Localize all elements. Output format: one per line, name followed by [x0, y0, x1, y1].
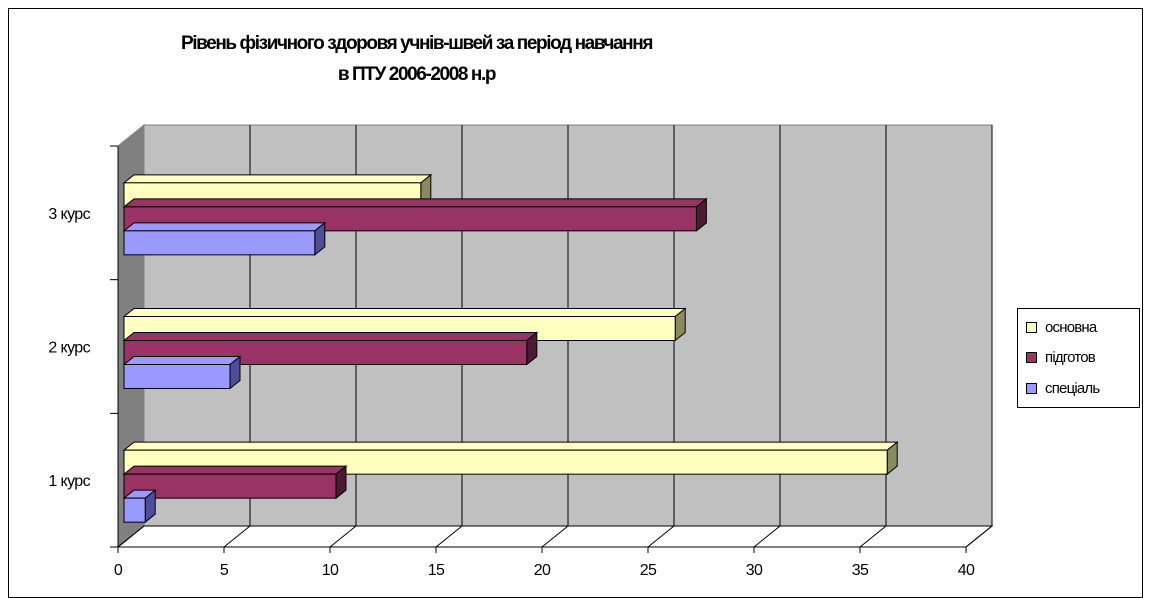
- x-tick-label: 40: [958, 562, 975, 579]
- x-tick-label: 30: [746, 562, 763, 579]
- floor-gridline: [647, 525, 675, 548]
- floor-gridline: [859, 525, 887, 548]
- x-tick-label: 20: [534, 562, 551, 579]
- legend-label-series-1: основна: [1045, 318, 1097, 336]
- floor-gridline: [541, 525, 569, 548]
- floor-gridline: [435, 525, 463, 548]
- legend-swatch-series-1: [1026, 321, 1037, 333]
- bar: [123, 473, 337, 499]
- bar-top: [122, 332, 539, 341]
- bar-top: [122, 356, 242, 365]
- x-tick-label: 35: [852, 562, 869, 579]
- legend-item-series-1: основна: [1026, 318, 1097, 336]
- y-tick-label: 1 курс: [48, 473, 90, 490]
- y-tick-label: 2 курс: [48, 340, 90, 357]
- y-tick-label: 3 курс: [48, 206, 90, 223]
- legend-swatch-series-2: [1026, 351, 1037, 363]
- bar-top: [122, 174, 433, 184]
- bar-top: [122, 222, 327, 232]
- chart-title: Рівень фізичного здоровя учнів-швей за п…: [180, 33, 653, 54]
- legend: основна підготов спеціаль: [1017, 308, 1140, 408]
- bar-top: [122, 198, 708, 208]
- x-tick-label: 10: [322, 562, 339, 579]
- floor-gridline: [329, 525, 357, 548]
- bar: [123, 364, 231, 389]
- x-tick-label: 25: [640, 562, 657, 579]
- bar: [123, 230, 316, 256]
- legend-label-series-3: спеціаль: [1045, 379, 1100, 397]
- legend-swatch-series-3: [1026, 382, 1037, 394]
- x-tick-label: 0: [114, 562, 123, 579]
- chart-subtitle: в ПТУ 2006-2008 н.р: [337, 64, 497, 85]
- floor-gridline: [753, 525, 781, 548]
- floor-gridline: [965, 525, 993, 548]
- legend-item-series-3: спеціаль: [1026, 379, 1100, 397]
- bar-top: [122, 308, 687, 317]
- bar: [123, 497, 146, 523]
- legend-item-series-2: підготов: [1026, 348, 1096, 366]
- legend-label-series-2: підготов: [1045, 348, 1096, 366]
- floor-gridline: [223, 525, 251, 548]
- bar-top: [122, 441, 899, 451]
- bar-top: [122, 465, 348, 475]
- x-tick-label: 5: [220, 562, 229, 579]
- floor-gridline: [117, 525, 145, 548]
- x-tick-label: 15: [428, 562, 445, 579]
